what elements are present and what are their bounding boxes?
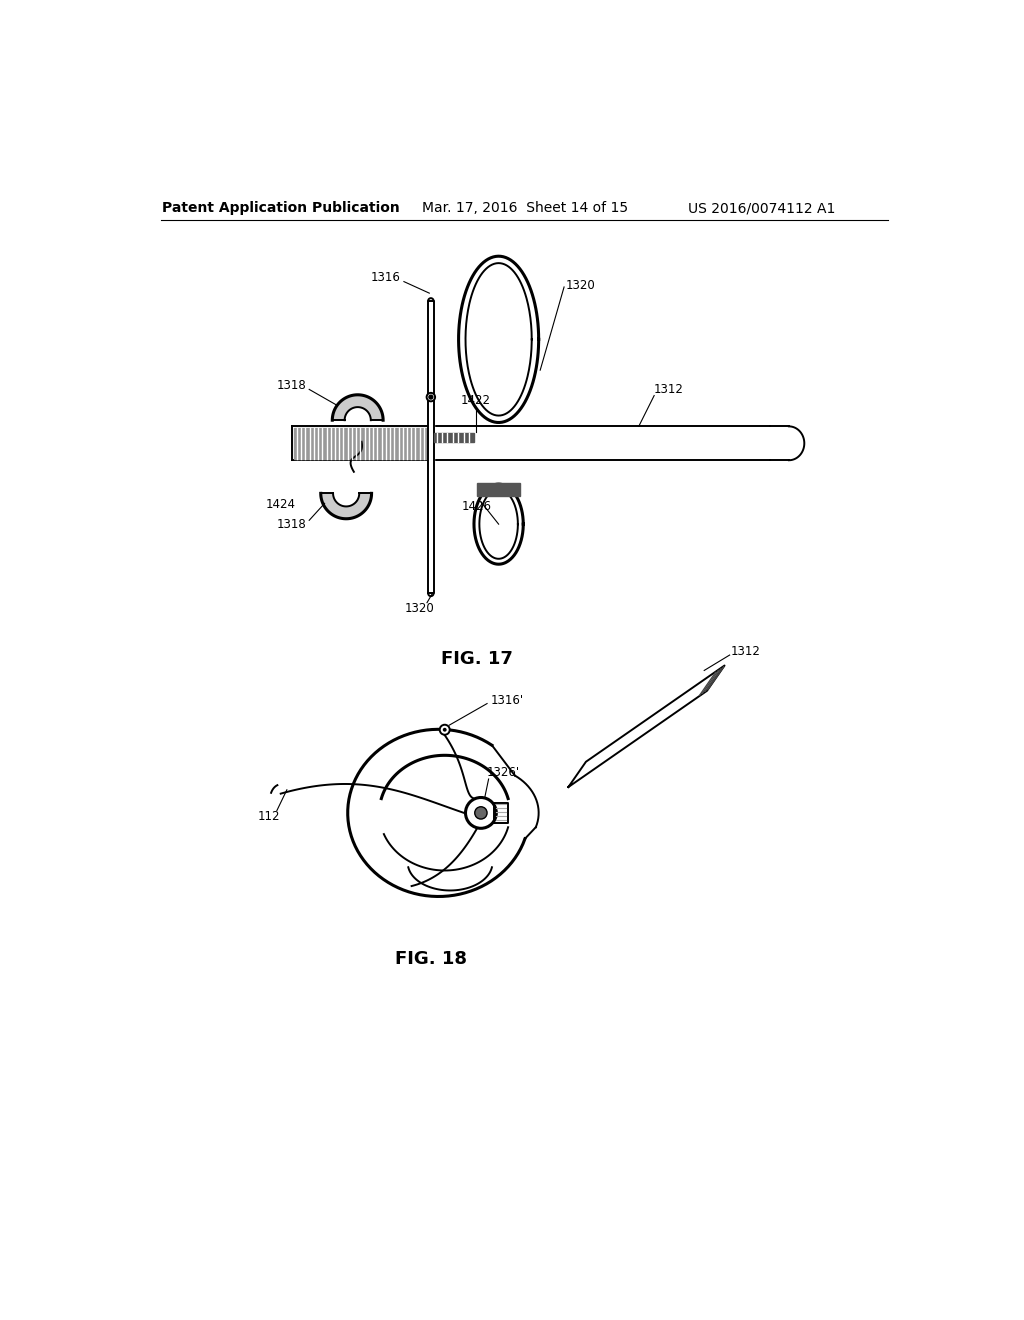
- Polygon shape: [294, 428, 428, 459]
- Circle shape: [475, 807, 487, 818]
- Circle shape: [427, 393, 435, 401]
- Text: FIG. 17: FIG. 17: [441, 649, 513, 668]
- Polygon shape: [474, 484, 523, 564]
- Polygon shape: [292, 426, 770, 461]
- Text: 1312: 1312: [731, 644, 761, 657]
- Circle shape: [439, 725, 450, 735]
- Polygon shape: [477, 483, 520, 496]
- Polygon shape: [466, 263, 531, 416]
- Polygon shape: [494, 803, 508, 822]
- Circle shape: [466, 797, 497, 829]
- Text: 1422: 1422: [461, 395, 490, 408]
- Polygon shape: [428, 301, 433, 594]
- Circle shape: [429, 395, 433, 399]
- Polygon shape: [770, 426, 804, 461]
- Polygon shape: [333, 395, 383, 420]
- Text: Mar. 17, 2016  Sheet 14 of 15: Mar. 17, 2016 Sheet 14 of 15: [422, 202, 628, 215]
- Polygon shape: [321, 494, 372, 519]
- Text: 1320: 1320: [565, 279, 595, 292]
- Text: 1318: 1318: [276, 379, 306, 392]
- Text: US 2016/0074112 A1: US 2016/0074112 A1: [688, 202, 836, 215]
- Text: FIG. 18: FIG. 18: [395, 950, 467, 968]
- Text: Patent Application Publication: Patent Application Publication: [162, 202, 399, 215]
- Text: 1316: 1316: [371, 271, 400, 284]
- Circle shape: [442, 727, 446, 731]
- Text: 1312: 1312: [654, 383, 684, 396]
- Text: 1426: 1426: [462, 500, 493, 513]
- Polygon shape: [479, 490, 518, 558]
- Polygon shape: [568, 665, 725, 787]
- Text: 1326': 1326': [487, 767, 520, 779]
- Text: 1318: 1318: [276, 517, 306, 531]
- Polygon shape: [459, 256, 539, 422]
- Polygon shape: [433, 433, 474, 442]
- Text: 112: 112: [258, 810, 281, 824]
- Text: 1316': 1316': [490, 694, 524, 708]
- Text: 1320: 1320: [404, 602, 434, 615]
- Text: 1424: 1424: [266, 499, 296, 511]
